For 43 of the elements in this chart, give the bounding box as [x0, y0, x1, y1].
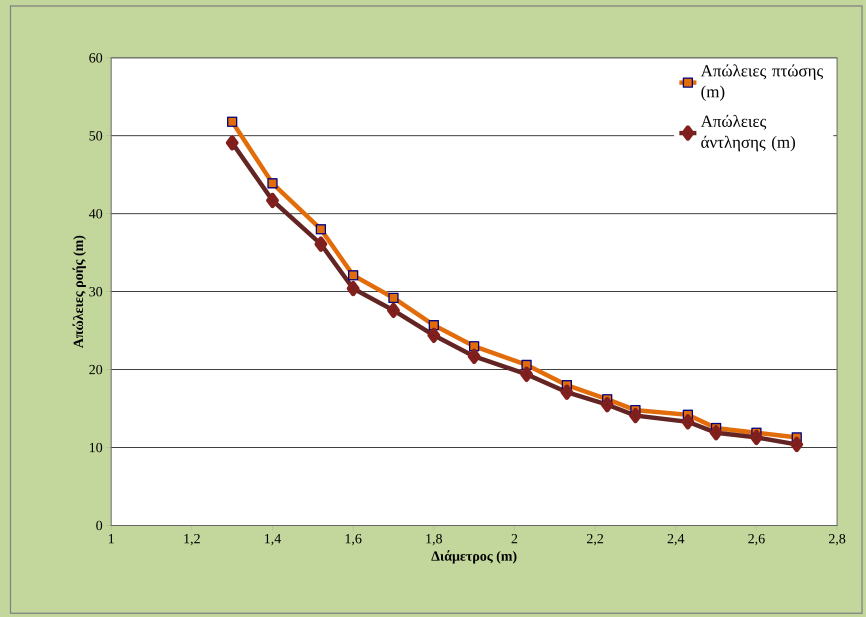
y-tick-label: 20: [89, 364, 102, 374]
point: [267, 178, 278, 188]
point: [266, 192, 279, 208]
point: [388, 292, 399, 303]
point: [387, 302, 400, 318]
x-tick-label: 2,6: [748, 534, 765, 546]
y-tick-label: 40: [88, 208, 102, 218]
point: [468, 348, 480, 364]
point: [682, 414, 694, 430]
point: [226, 134, 239, 150]
y-tick-label: 10: [90, 442, 102, 452]
point: [629, 408, 642, 424]
y-tick-label: 0: [96, 520, 102, 530]
point: [710, 424, 722, 440]
point: [428, 320, 439, 330]
x-axis-title: Διάμετρος (m): [431, 550, 516, 564]
point: [790, 436, 804, 452]
x-tick-label: 1,8: [426, 534, 442, 546]
y-tick-label: 30: [89, 286, 102, 296]
point: [314, 236, 328, 252]
point: [316, 224, 326, 234]
x-tick-label: 1,2: [184, 534, 200, 546]
y-tick-label: 60: [89, 53, 102, 62]
point: [750, 430, 763, 446]
x-tick-label: 2,8: [828, 534, 846, 546]
legend-label: Απώλειες άντλησης (m): [700, 114, 796, 152]
point: [468, 340, 480, 352]
point: [227, 116, 238, 127]
point: [346, 280, 360, 296]
x-tick-label: 1,6: [346, 534, 362, 546]
point: [600, 396, 614, 412]
y-tick-label: 50: [90, 130, 102, 140]
x-tick-label: 1: [108, 534, 114, 544]
x-tick-label: 1,4: [264, 534, 282, 546]
y-axis-title: Απώλειες ροής (m): [72, 236, 86, 348]
point: [427, 327, 440, 343]
legend-label: Απώλειες πτώσης (m): [700, 64, 824, 101]
x-tick-label: 2: [512, 534, 518, 544]
x-tick-label: 2,2: [587, 534, 604, 546]
x-tick-label: 2,4: [668, 534, 684, 546]
point: [560, 384, 574, 400]
point: [348, 270, 358, 280]
point: [520, 366, 533, 382]
